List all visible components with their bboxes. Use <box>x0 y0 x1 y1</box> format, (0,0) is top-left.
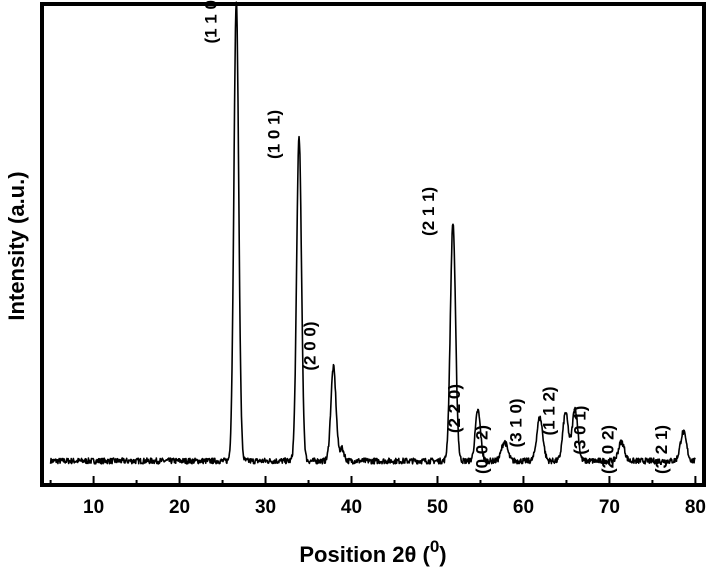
peak-label: (0 0 2) <box>472 425 491 474</box>
x-axis-title-close: ) <box>439 542 446 567</box>
peak-label: (3 2 1) <box>652 425 671 474</box>
x-tick-label: 10 <box>83 497 104 518</box>
peak-label: (3 1 0) <box>507 398 526 447</box>
peak-labels: (1 1 0) (1 0 1) (2 0 0) (2 1 1) (2 2 0) (0 0 … <box>202 0 672 474</box>
peak-label: (2 2 0) <box>445 384 464 433</box>
x-tick-label: 50 <box>427 497 448 518</box>
x-tick-label: 70 <box>599 497 620 518</box>
peak-label: (2 1 1) <box>419 187 438 236</box>
peak-label: (1 1 2) <box>539 386 558 435</box>
x-tick-label: 80 <box>685 497 706 518</box>
peak-label: (2 0 0) <box>300 322 319 371</box>
x-tick-label: 60 <box>513 497 534 518</box>
y-axis-title: Intensity (a.u.) <box>4 171 29 320</box>
peak-label: (3 0 1) <box>570 406 589 455</box>
series-line <box>51 2 696 464</box>
x-tick-label: 40 <box>341 497 362 518</box>
peak-label: (2 0 2) <box>599 425 618 474</box>
x-axis-title-text: Position 2θ ( <box>299 542 430 567</box>
peak-label: (1 1 0) <box>202 0 221 44</box>
x-axis-title-unit: 0 <box>430 537 439 556</box>
plot-frame <box>42 4 704 485</box>
x-tick-label: 30 <box>255 497 276 518</box>
x-axis-tick-labels: 10 20 30 40 50 60 70 80 <box>83 497 706 518</box>
x-tick-label: 20 <box>169 497 190 518</box>
x-axis-title: Position 2θ (0) <box>299 537 446 567</box>
peak-label: (1 0 1) <box>264 110 283 159</box>
